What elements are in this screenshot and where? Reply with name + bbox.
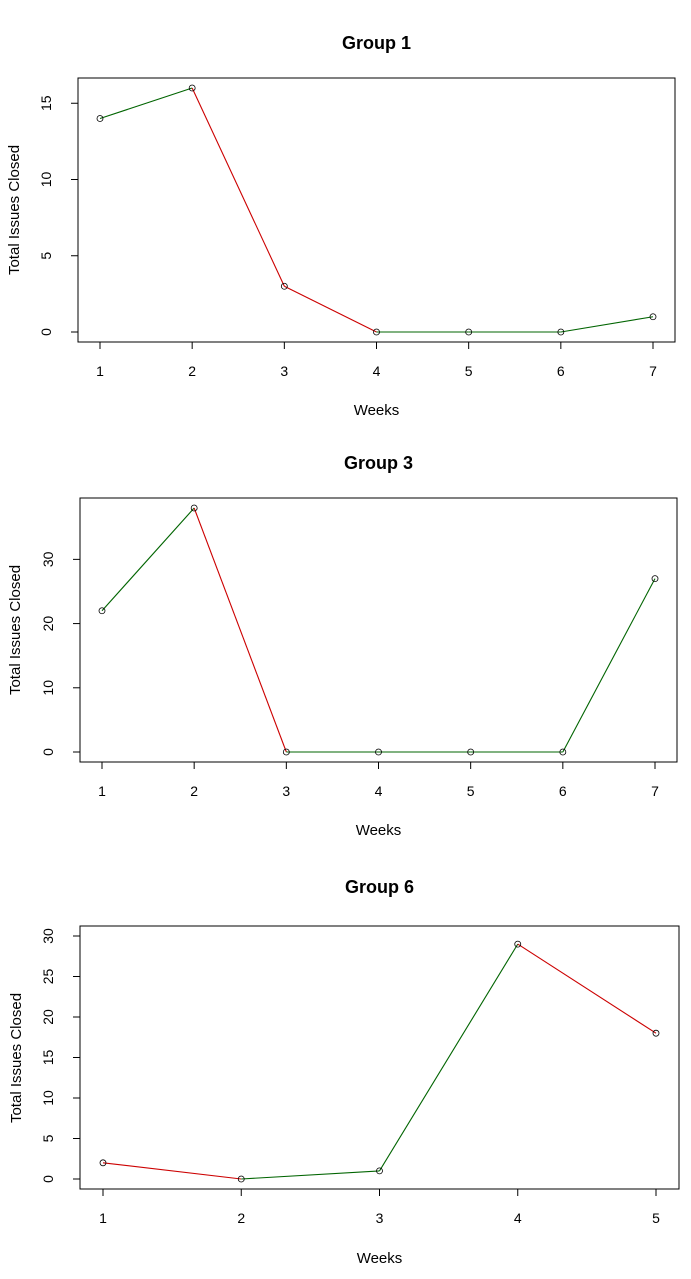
chart-1-line-segment [191,87,285,287]
chart-1-x-tick-label: 3 [280,363,288,379]
chart-3-data-point [237,1175,245,1183]
chart-1-x-axis-label: Weeks [354,402,400,419]
chart-2-data-point [282,748,290,756]
chart-3-x-tick-label: 4 [514,1210,522,1226]
chart-3-line-segment [102,1162,242,1180]
chart-1-x-tick-label: 1 [96,363,104,379]
chart-1-data-point [465,328,473,336]
chart-3-data-point [99,1159,107,1167]
chart-3-y-tick-label: 20 [40,1009,56,1025]
chart-1-line-segment [99,87,193,120]
chart-3-y-tick-label: 10 [40,1090,56,1106]
chart-3-data-point [652,1029,660,1037]
chart-2-line-segment [562,578,656,753]
chart-1-line-segment [284,285,377,333]
chart-group-6-svg: Group 6 1 2 3 4 5 0 5 10 15 20 25 30 Weeks Total Issue… [8,877,680,1267]
chart-3-y-tick-label: 5 [40,1134,56,1142]
chart-2-x-tick-label: 4 [375,783,383,799]
chart-1-data-point [96,115,104,122]
chart-3-x-axis-label: Weeks [357,1250,403,1267]
chart-group-3: Group 3 1 2 3 4 5 6 7 0 10 20 30 Weeks Total Issues C… [0,425,691,850]
chart-1-y-tick-label: 15 [38,95,54,111]
chart-1-plot-frame [77,77,676,343]
chart-2-y-tick-label: 0 [40,748,56,756]
chart-group-1-svg: Group 1 1 2 3 4 5 6 7 0 5 10 15 Weeks Total Issues Cl… [6,33,676,419]
chart-2-x-axis-label: Weeks [356,822,402,839]
chart-1-data-point [557,328,565,336]
chart-3-x-tick-label: 5 [652,1210,660,1226]
chart-3-y-tick-label: 25 [40,969,56,985]
chart-1-data-point [188,84,196,92]
chart-1-x-tick-label: 7 [649,363,657,379]
chart-3-line-segment [517,943,657,1034]
chart-3-plot-frame [79,925,680,1190]
chart-1-y-tick-label: 10 [38,172,54,188]
chart-1-data-point [373,328,380,336]
chart-group-1: Group 1 1 2 3 4 5 6 7 0 5 10 15 Weeks Total Issues Cl… [0,0,691,425]
chart-2-line-segment [193,507,287,753]
chart-1-x-tick-label: 5 [465,363,473,379]
chart-1-y-axis-label: Total Issues Closed [6,145,23,275]
chart-2-y-tick-label: 10 [40,680,56,696]
chart-3-x-tick-label: 1 [99,1210,107,1226]
chart-3-y-tick-label: 15 [40,1050,56,1066]
chart-group-3-svg: Group 3 1 2 3 4 5 6 7 0 10 20 30 Weeks Total Issues C… [7,453,678,839]
chart-3-x-tick-label: 3 [376,1210,384,1226]
chart-2-x-tick-label: 3 [282,783,290,799]
chart-3-title: Group 6 [345,877,414,897]
chart-3-y-axis-label: Total Issues Closed [8,993,25,1123]
chart-2-y-tick-label: 30 [40,551,56,567]
chart-1-data-point [280,282,288,290]
chart-3-data-point [514,940,522,948]
chart-3-data-point [376,1167,383,1175]
chart-1-y-tick-label: 5 [38,252,54,260]
chart-2-plot-frame [79,497,678,763]
chart-1-x-tick-label: 6 [557,363,565,379]
chart-1-x-tick-label: 2 [188,363,196,379]
chart-1-y-tick-label: 0 [38,328,54,336]
chart-2-data-point [375,748,382,756]
chart-2-data-point [559,748,567,756]
chart-2-x-tick-label: 1 [98,783,106,799]
chart-2-data-point [467,748,475,756]
chart-1-data-point [649,313,657,321]
chart-3-y-tick-label: 0 [40,1175,56,1183]
chart-2-y-axis-label: Total Issues Closed [7,565,24,695]
chart-1-title: Group 1 [342,33,411,53]
chart-2-x-tick-label: 5 [467,783,475,799]
chart-2-data-point [651,575,659,583]
chart-2-line-segment [101,507,195,612]
chart-2-y-tick-label: 20 [40,616,56,632]
chart-3-x-tick-label: 2 [237,1210,245,1226]
chart-3-line-segment [241,1170,380,1180]
chart-2-x-tick-label: 2 [190,783,198,799]
chart-2-x-tick-label: 6 [559,783,567,799]
chart-2-data-point [98,607,106,615]
chart-1-line-segment [560,316,654,333]
chart-2-x-tick-label: 7 [651,783,659,799]
chart-3-y-tick-label: 30 [40,928,56,944]
chart-1-x-tick-label: 4 [373,363,381,379]
chart-group-6: Group 6 1 2 3 4 5 0 5 10 15 20 25 30 Weeks Total Issue… [0,850,691,1279]
chart-2-title: Group 3 [344,453,413,473]
chart-3-line-segment [379,943,519,1172]
chart-2-data-point [190,504,198,512]
